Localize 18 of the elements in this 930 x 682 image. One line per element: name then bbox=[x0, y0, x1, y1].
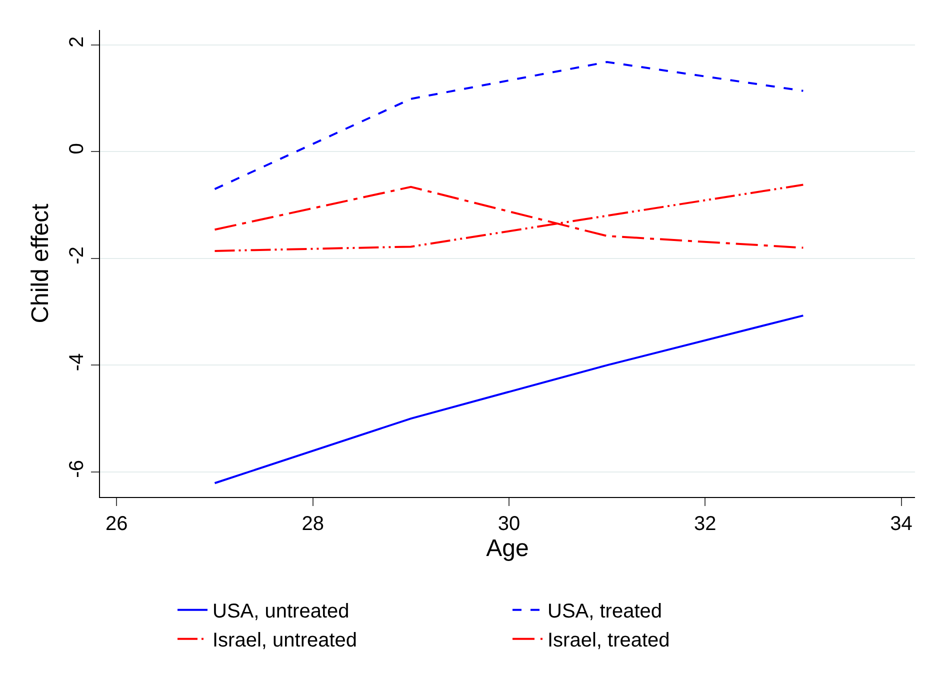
x-tick-label: 26 bbox=[106, 513, 128, 535]
y-tick-label: 0 bbox=[66, 143, 88, 154]
y-tick-label: -2 bbox=[66, 246, 88, 264]
line-series bbox=[214, 61, 804, 190]
y-tick-label: -4 bbox=[66, 353, 88, 372]
legend-label: USA, untreated bbox=[212, 600, 350, 623]
y-tick-label: 2 bbox=[66, 36, 88, 48]
x-tick-label: 34 bbox=[890, 513, 912, 535]
y-axis-title: Child effect bbox=[27, 203, 54, 324]
x-tick-label: 32 bbox=[694, 513, 716, 535]
legend-label: Israel, untreated bbox=[212, 630, 358, 652]
legend-label: Israel, treated bbox=[548, 630, 670, 652]
x-tick-label: 30 bbox=[498, 513, 520, 535]
legend-label: USA, treated bbox=[548, 600, 662, 623]
x-tick-label: 28 bbox=[302, 513, 324, 535]
line-series bbox=[214, 314, 804, 484]
x-axis-title: Age bbox=[486, 535, 529, 562]
y-tick-label: -6 bbox=[66, 460, 88, 478]
